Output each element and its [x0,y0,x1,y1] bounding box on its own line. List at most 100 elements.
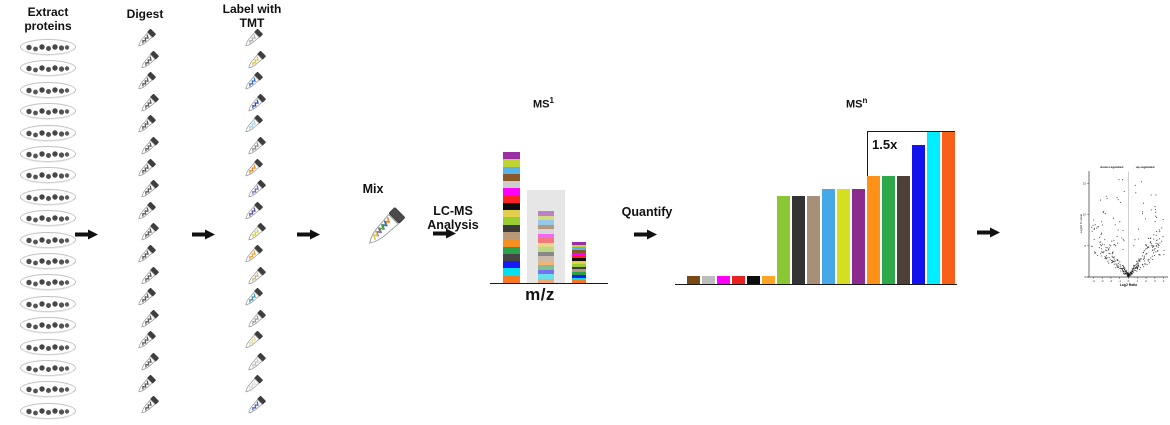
digest-tube-icon [132,286,158,312]
tmt-channel-segment [503,268,520,276]
msn-reporter-bar [702,276,715,284]
petri-dish-icon [19,209,77,228]
digest-tube-icon [132,157,158,183]
petri-dish-icon [19,124,77,143]
digest-tube-icon [132,329,158,355]
tmt-channel-segment [538,215,554,220]
msn-title-base: MS [846,98,863,111]
petri-dish-icon [19,145,77,164]
msn-reporter-bar [822,189,835,284]
tmt-channel-segment [572,252,586,256]
tmt-channel-segment [572,269,586,273]
petri-dish-icon [19,316,77,335]
digest-tube-icon [132,113,158,139]
tmt-channel-segment [538,242,554,247]
svg-text:4: 4 [1163,279,1165,283]
digest-tube-icon [135,221,161,247]
svg-text:1: 1 [1136,279,1138,283]
tmt-tube-icon [239,200,265,226]
petri-dish-icon [19,338,77,357]
msn-title-sup: n [862,96,868,105]
volcano-label-down: down-regulated [1100,165,1123,169]
ms1-chart-title: MS1 [533,96,554,111]
tmt-tube-icon [239,373,265,399]
tmt-channel-segment [538,233,554,238]
svg-text:0: 0 [1084,275,1086,279]
petri-dish-icon [19,102,77,121]
tmt-channel-segment [503,188,520,196]
msn-reporter-bar [747,276,760,284]
tmt-channel-segment [572,241,586,245]
digest-tube-icon [135,92,161,118]
msn-reporter-bar [852,189,865,284]
extract-column [18,38,80,425]
tmt-channel-segment [503,224,520,233]
tmt-channel-segment [538,247,554,252]
petri-dish-icon [19,38,77,57]
tmt-channel-segment [503,239,520,247]
tmt-tube-icon [242,49,268,75]
ms1-peak-1 [503,151,520,283]
petri-dish-icon [19,231,77,250]
tmt-channel-segment [503,159,520,167]
tmt-channel-segment [572,255,586,259]
tmt-channel-segment [538,269,554,274]
tmt-channel-segment [503,151,520,160]
ratio-annotation: 1.5x [872,137,898,152]
petri-dish-icon [19,402,77,421]
svg-text:10: 10 [1083,213,1087,217]
tmt-channel-segment [538,211,554,216]
tmt-channel-segment [538,251,554,256]
extract-title-line2: proteins [24,19,72,34]
tmt-channel-segment [572,266,586,270]
tmt-column-title: Label with TMT [212,2,292,30]
tmt-channel-segment [572,280,586,283]
tmt-channel-segment [503,253,520,262]
tmt-channel-segment [538,274,554,279]
tmt-channel-segment [503,195,520,203]
digest-tube-icon [132,200,158,226]
msn-reporter-bar [837,189,850,284]
tmt-channel-segment [503,246,520,254]
tmt-channel-segment [503,275,520,283]
arrow-tmt-to-mix-icon [297,227,320,245]
svg-text:5: 5 [1084,244,1086,248]
tmt-tube-icon [239,329,265,355]
petri-dish-icon [19,166,77,185]
tmt-channel-segment [572,263,586,267]
tmt-channel-segment [503,173,520,182]
msn-reporter-bar [882,176,895,284]
petri-dish-icon [19,252,77,271]
tmt-channel-segment [572,247,586,251]
ms1-xlabel: m/z [525,285,555,304]
digest-tube-icon [135,351,161,377]
msn-reporter-bar [897,176,910,284]
digest-column-title: Digest [105,7,185,21]
extract-title-line1: Extract [27,5,69,19]
mix-label: Mix [362,182,384,196]
tmt-channel-segment [538,265,554,270]
digest-tube-icon [132,70,158,96]
tmt-tube-icon [242,394,268,420]
tmt-tube-icon [239,70,265,96]
tmt-title-line2: TMT [239,16,265,31]
arrow-digest-to-tmt-icon [192,227,215,245]
arrow-to-volcano-icon [977,225,1000,243]
volcano-xlabel: Log2 Ratio [1120,283,1138,287]
tmt-channel-segment [572,277,586,281]
tmt-channel-segment [503,232,520,240]
tmt-tube-icon [242,135,268,161]
extract-column-title: Extract proteins [8,5,88,33]
ratio-bracket-vertical [867,131,869,176]
tmt-tube-icon [242,351,268,377]
tmt-channel-segment [538,220,554,225]
tmt-channel-segment [538,256,554,261]
msn-reporter-bar [912,145,925,284]
digest-tube-icon [132,243,158,269]
msn-x-axis [675,284,957,286]
tmt-tube-icon [239,113,265,139]
tmt-tube-icon [239,286,265,312]
msn-reporter-bar [687,276,700,284]
arrow-lcms-icon [433,226,456,244]
